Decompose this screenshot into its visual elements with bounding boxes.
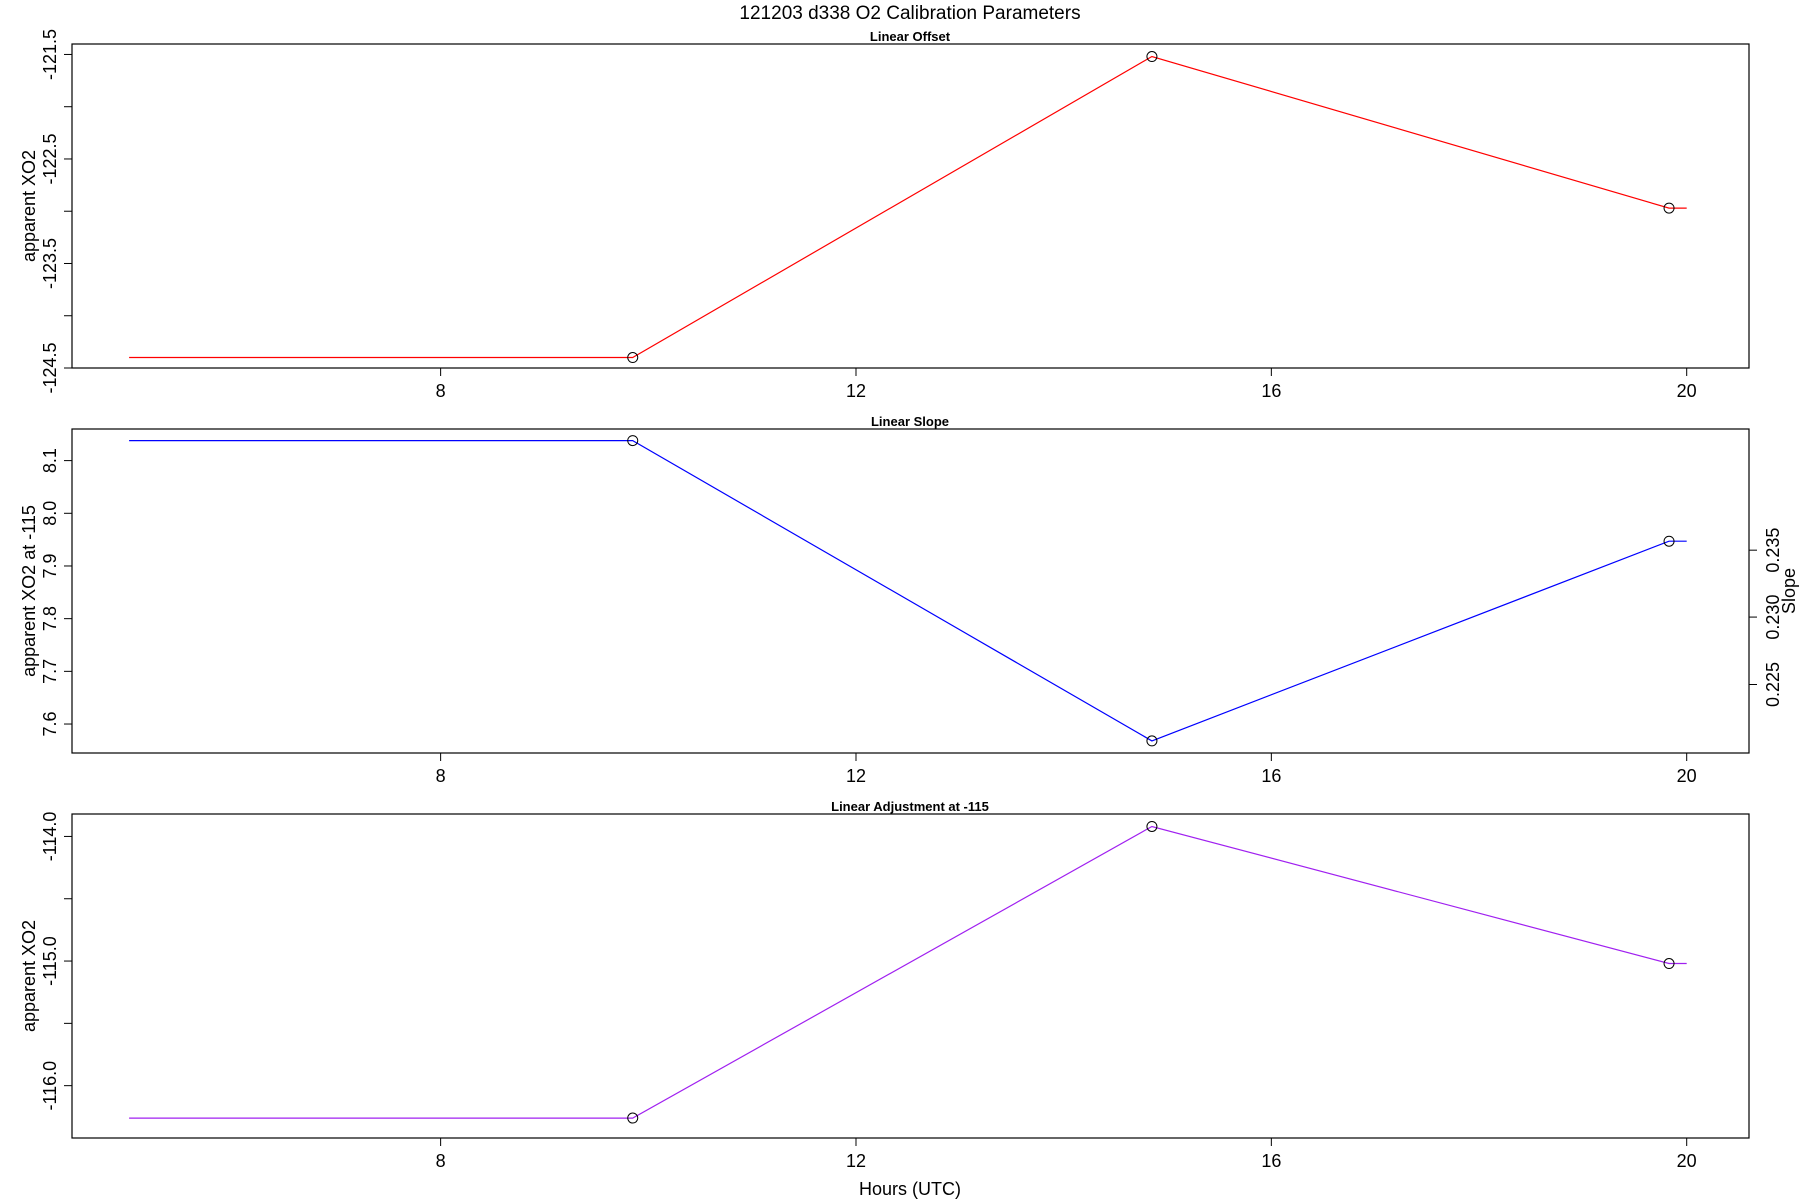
y-tick-label: -122.5 bbox=[40, 133, 60, 184]
x-axis: 8 12 16 20 bbox=[436, 1138, 1697, 1171]
x-tick-label: 20 bbox=[1677, 766, 1697, 786]
y-right-tick-label: 0.230 bbox=[1763, 595, 1783, 640]
x-tick-label: 8 bbox=[436, 381, 446, 401]
x-axis: 8 12 16 20 bbox=[436, 368, 1697, 401]
panel-title-linear-adjustment: Linear Adjustment at -115 bbox=[831, 799, 989, 814]
y-tick-label: 7.8 bbox=[40, 606, 60, 631]
series-layer bbox=[129, 820, 1687, 1124]
y-tick-label: -115.0 bbox=[40, 936, 60, 986]
data-point bbox=[1663, 535, 1675, 547]
y-tick-label: -121.5 bbox=[40, 29, 60, 80]
plot-frame bbox=[71, 813, 1750, 1139]
y-tick-label: -114.0 bbox=[40, 812, 60, 862]
y-tick-label: -123.5 bbox=[40, 238, 60, 289]
x-tick-label: 16 bbox=[1261, 381, 1281, 401]
plot-frame bbox=[71, 428, 1750, 754]
x-tick-label: 12 bbox=[846, 766, 866, 786]
data-point bbox=[627, 435, 639, 447]
x-tick-label: 16 bbox=[1261, 766, 1281, 786]
x-tick-label: 12 bbox=[846, 1151, 866, 1171]
y-tick-label: -124.5 bbox=[40, 342, 60, 393]
y-axis-label: apparent XO2 bbox=[19, 920, 39, 1032]
panel-title-linear-slope: Linear Slope bbox=[871, 414, 949, 429]
data-point bbox=[627, 1112, 639, 1124]
data-point bbox=[1663, 202, 1675, 214]
x-axis: 8 12 16 20 bbox=[436, 753, 1697, 786]
y-tick-label: 8.0 bbox=[40, 501, 60, 526]
plot-frame bbox=[71, 43, 1750, 369]
panel-title-linear-offset: Linear Offset bbox=[870, 29, 951, 44]
y-axis-label: apparent XO2 at -115 bbox=[19, 505, 39, 677]
y-tick-label: 7.9 bbox=[40, 553, 60, 578]
x-tick-label: 8 bbox=[436, 766, 446, 786]
y-axis: 7.6 7.7 7.8 7.9 8.0 8.1 bbox=[40, 448, 72, 737]
y-axis-label: apparent XO2 bbox=[19, 150, 39, 262]
x-tick-label: 12 bbox=[846, 381, 866, 401]
x-axis-label: Hours (UTC) bbox=[859, 1179, 961, 1199]
x-tick-label: 20 bbox=[1677, 1151, 1697, 1171]
y-tick-label: 8.1 bbox=[40, 448, 60, 473]
x-tick-label: 8 bbox=[436, 1151, 446, 1171]
y-axis: -116.0 -115.0 -114.0 bbox=[40, 812, 72, 1111]
y-tick-label: 7.7 bbox=[40, 659, 60, 684]
x-tick-label: 20 bbox=[1677, 381, 1697, 401]
data-point bbox=[627, 352, 639, 364]
series-layer bbox=[129, 51, 1687, 364]
data-point bbox=[1663, 958, 1675, 970]
y-axis: -124.5 -123.5 -122.5 -121.5 bbox=[40, 29, 72, 394]
data-point bbox=[1146, 820, 1158, 832]
y-axis-right: 0.225 0.230 0.235 bbox=[1749, 528, 1783, 707]
y-right-tick-label: 0.235 bbox=[1763, 528, 1783, 573]
y-right-tick-label: 0.225 bbox=[1763, 662, 1783, 707]
panel-linear-slope: Linear Slope 8 12 16 20 7.67.77.87.98.08.1 … bbox=[19, 414, 1799, 786]
series-layer bbox=[129, 435, 1687, 747]
series-line bbox=[129, 55, 1687, 359]
x-tick-label: 16 bbox=[1261, 1151, 1281, 1171]
series-line bbox=[129, 825, 1687, 1119]
data-point bbox=[1146, 51, 1158, 63]
data-point bbox=[1146, 735, 1158, 747]
series-line bbox=[129, 440, 1687, 742]
panel-linear-offset: Linear Offset 8 12 16 20 -124.5 -123.5 -122.5… bbox=[19, 29, 1750, 401]
figure-title: 121203 d338 O2 Calibration Parameters bbox=[739, 3, 1080, 24]
y-tick-label: -116.0 bbox=[40, 1061, 60, 1111]
y-axis-right-label: Slope bbox=[1779, 568, 1799, 614]
panel-linear-adjustment: Linear Adjustment at -115 8 12 16 20 -116.0… bbox=[19, 799, 1750, 1171]
y-tick-label: 7.6 bbox=[40, 712, 60, 737]
